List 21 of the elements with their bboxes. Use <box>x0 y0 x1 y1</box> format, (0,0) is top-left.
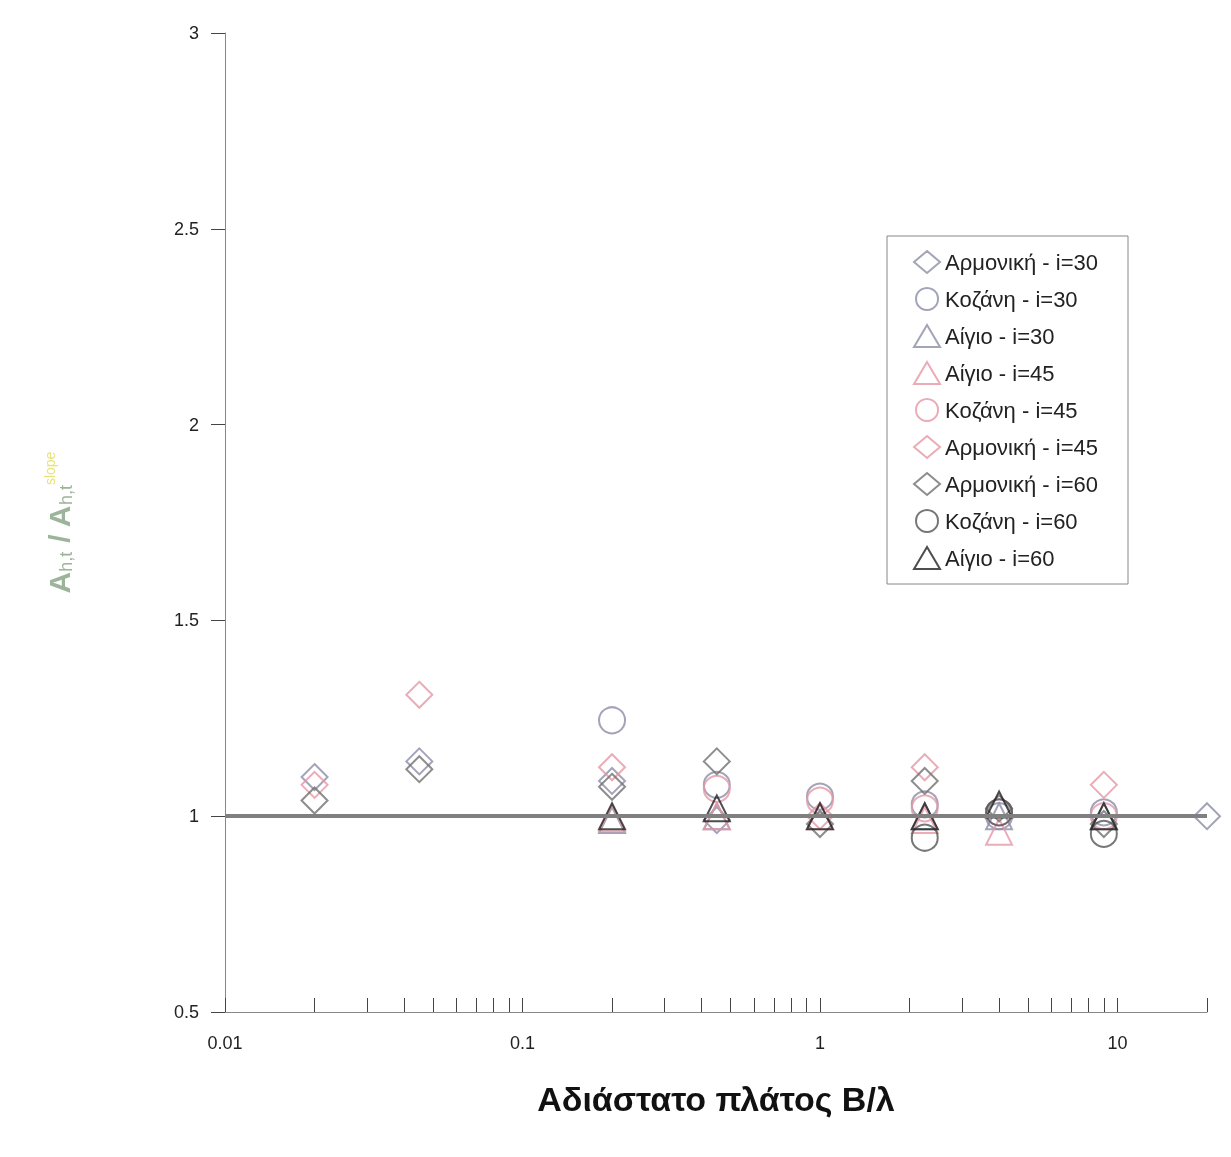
legend-label: Αρμονική - i=30 <box>945 249 1098 275</box>
x-tick-label: 0.01 <box>207 1033 243 1053</box>
legend-label: Αίγιο - i=45 <box>945 360 1055 386</box>
y-tick-label: 1 <box>188 806 199 827</box>
y-tick-label: 1.5 <box>173 610 199 631</box>
legend-label: Κοζάνη - i=45 <box>945 397 1078 423</box>
x-axis-title: Αδιάστατο πλάτος B/λ <box>537 1080 895 1118</box>
legend-label: Αρμονική - i=45 <box>945 434 1098 460</box>
y-tick-label: 2.5 <box>173 218 199 239</box>
legend-label: Κοζάνη - i=30 <box>945 286 1078 312</box>
y-axis-title: Ah,t / Ah,tslope <box>42 451 76 594</box>
y-tick-label: 0.5 <box>173 1002 199 1022</box>
x-tick-label: 10 <box>1107 1033 1128 1053</box>
y-tick-label: 2 <box>188 414 199 435</box>
legend-label: Αρμονική - i=60 <box>945 471 1098 497</box>
x-tick-label: 0.1 <box>509 1033 535 1053</box>
legend-label: Αίγιο - i=30 <box>945 323 1055 349</box>
x-tick-label: 1 <box>814 1033 825 1053</box>
legend-label: Αίγιο - i=60 <box>945 545 1055 571</box>
y-tick-label: 3 <box>188 23 199 43</box>
legend-label: Κοζάνη - i=60 <box>945 508 1078 534</box>
